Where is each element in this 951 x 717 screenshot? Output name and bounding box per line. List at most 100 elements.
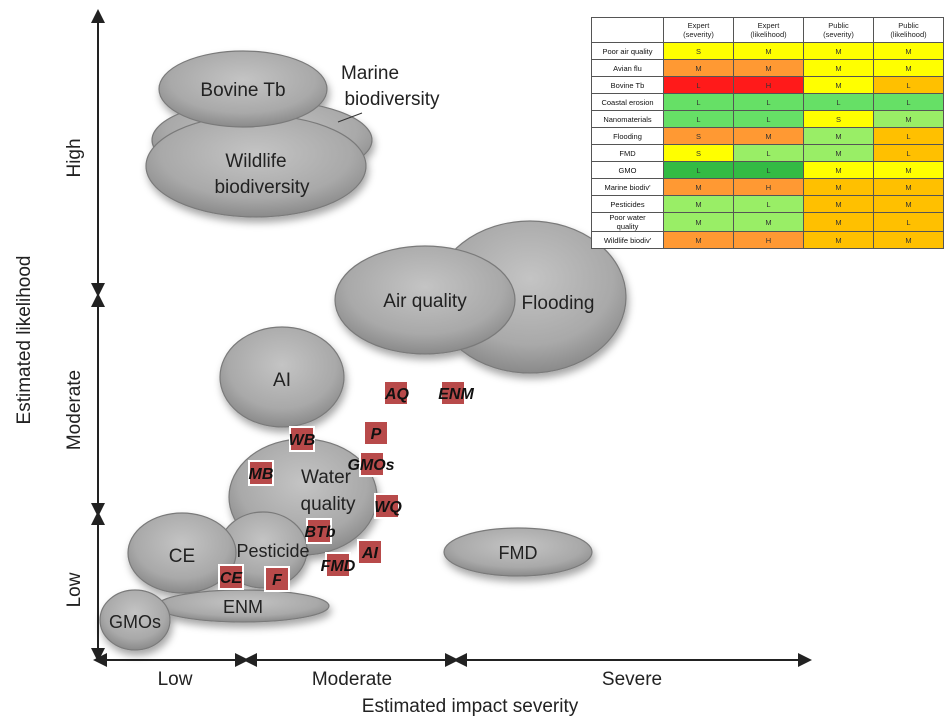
bubble-label-fmd: FMD	[499, 543, 538, 563]
table-row-name: Nanomaterials	[592, 111, 664, 128]
table-cell: H	[734, 77, 804, 94]
table-body: Poor air quality S M M M Avian flu M M M M Bovine …	[592, 43, 944, 249]
table-row-name: GMO	[592, 162, 664, 179]
table-row-name: Pesticides	[592, 196, 664, 213]
bubble-label-enm: ENM	[223, 597, 263, 617]
bubble-label-air-quality: Air quality	[383, 291, 467, 312]
table-row: Marine biodiv' M H M M	[592, 179, 944, 196]
table-row-name: Bovine Tb	[592, 77, 664, 94]
table-cell: M	[734, 60, 804, 77]
y-level-high: High	[64, 138, 85, 177]
marker-wq: WQ	[374, 499, 402, 516]
x-level-moderate: Moderate	[312, 669, 392, 690]
marker-fmd: FMD	[321, 558, 356, 575]
table-cell: L	[664, 94, 734, 111]
table-row: Wildlife biodiv' M H M M	[592, 232, 944, 249]
table-cell: S	[664, 145, 734, 162]
bubble-label-wildlife-1: Wildlife	[225, 151, 286, 172]
marker-btb: BTb	[304, 524, 335, 541]
table-cell: L	[804, 94, 874, 111]
table-row-name: Wildlife biodiv'	[592, 232, 664, 249]
marker-ai: AI	[361, 545, 379, 562]
table-cell: S	[804, 111, 874, 128]
table-cell: M	[734, 43, 804, 60]
y-level-moderate: Moderate	[64, 370, 85, 450]
table-cell: M	[804, 196, 874, 213]
table-cell: S	[664, 128, 734, 145]
table-row: Bovine Tb L H M L	[592, 77, 944, 94]
table-header-cell: Expert (likelihood)	[734, 18, 804, 43]
table-cell: L	[874, 77, 944, 94]
table-row: FMD S L M L	[592, 145, 944, 162]
table-row-name: Avian flu	[592, 60, 664, 77]
table-cell: M	[664, 232, 734, 249]
bubble-label-gmos: GMOs	[109, 612, 161, 632]
table-row-name: Marine biodiv'	[592, 179, 664, 196]
table-cell: L	[664, 77, 734, 94]
table-header: Expert (severity) Expert (likelihood) Publ…	[592, 18, 944, 43]
bubble-label-marine-1: Marine	[341, 63, 399, 84]
table-header-cell: Public (severity)	[804, 18, 874, 43]
y-axis-title: Estimated likelihood	[14, 256, 35, 425]
table-row-name: Poor water quality	[592, 213, 664, 232]
marker-gmos: GMOs	[347, 457, 394, 474]
table-cell: L	[664, 162, 734, 179]
marker-mb: MB	[249, 466, 274, 483]
marker-wb: WB	[289, 432, 316, 449]
marker-p: P	[371, 426, 382, 443]
marker-aq: AQ	[384, 386, 410, 403]
table-cell: M	[804, 145, 874, 162]
table-row: Poor water quality M M M L	[592, 213, 944, 232]
table-row-name: Poor air quality	[592, 43, 664, 60]
y-level-low: Low	[64, 572, 85, 607]
table-cell: L	[874, 94, 944, 111]
table-row: Coastal erosion L L L L	[592, 94, 944, 111]
table-cell: M	[664, 213, 734, 232]
table-header-blank	[592, 18, 664, 43]
table-cell: L	[734, 94, 804, 111]
table-cell: M	[804, 179, 874, 196]
table-row-name: Flooding	[592, 128, 664, 145]
table-cell: M	[804, 128, 874, 145]
bubble-label-water-2: quality	[301, 494, 356, 515]
x-level-low: Low	[158, 669, 193, 690]
marker-f: F	[272, 572, 283, 589]
table-cell: L	[734, 196, 804, 213]
table-cell: L	[734, 162, 804, 179]
marker-ce: CE	[220, 570, 244, 587]
table-cell: M	[874, 43, 944, 60]
table-cell: M	[804, 60, 874, 77]
table-cell: L	[874, 128, 944, 145]
table-cell: H	[734, 179, 804, 196]
x-axis-title: Estimated impact severity	[362, 696, 579, 717]
table-cell: H	[734, 232, 804, 249]
table-cell: L	[874, 145, 944, 162]
bubble-label-pesticide: Pesticide	[236, 541, 309, 561]
table-cell: M	[874, 196, 944, 213]
bubble-label-wildlife-2: biodiversity	[214, 177, 310, 198]
bubble-label-bovine-tb: Bovine Tb	[200, 80, 285, 101]
table-cell: M	[874, 111, 944, 128]
table-cell: M	[804, 232, 874, 249]
bubble-label-ai: AI	[273, 370, 291, 391]
table-cell: M	[734, 128, 804, 145]
table-row-name: FMD	[592, 145, 664, 162]
table-row: Poor air quality S M M M	[592, 43, 944, 60]
table-cell: M	[874, 162, 944, 179]
table-row: Nanomaterials L L S M	[592, 111, 944, 128]
table-cell: M	[874, 232, 944, 249]
table-cell: M	[874, 179, 944, 196]
table-row: Avian flu M M M M	[592, 60, 944, 77]
table-cell: M	[804, 43, 874, 60]
risk-rating-table: Expert (severity) Expert (likelihood) Publ…	[591, 17, 944, 249]
table-cell: L	[664, 111, 734, 128]
table-row-name: Coastal erosion	[592, 94, 664, 111]
table-cell: M	[664, 196, 734, 213]
table-row: Pesticides M L M M	[592, 196, 944, 213]
table-cell: S	[664, 43, 734, 60]
table-header-cell: Public (likelihood)	[874, 18, 944, 43]
table-cell: M	[874, 60, 944, 77]
marker-enm: ENM	[438, 386, 474, 403]
table-cell: L	[734, 111, 804, 128]
table-cell: M	[664, 60, 734, 77]
